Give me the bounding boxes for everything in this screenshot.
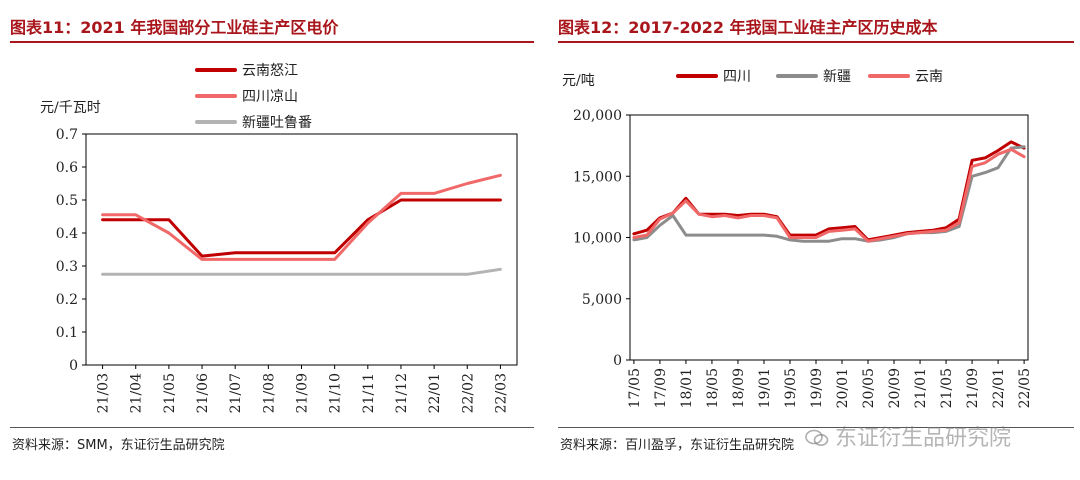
left-x-tick-label: 21/07 bbox=[228, 373, 244, 413]
right-legend-label-0: 四川 bbox=[723, 69, 751, 85]
right-x-tick-label: 18/09 bbox=[731, 368, 747, 408]
left-x-tick-label: 22/01 bbox=[427, 373, 443, 413]
right-x-tick-label: 19/01 bbox=[757, 368, 773, 408]
right-series-line-2 bbox=[632, 147, 1026, 243]
right-source-note: 资料来源：百川盈孚，东证衍生品研究院 bbox=[560, 438, 795, 453]
left-y-tick-label: 0.4 bbox=[56, 226, 78, 242]
right-x-tick-label: 20/01 bbox=[835, 368, 851, 408]
left-x-tick-label: 21/06 bbox=[195, 373, 211, 413]
right-x-tick-label: 19/09 bbox=[809, 368, 825, 408]
right-y-tick-label: 15,000 bbox=[573, 169, 622, 185]
left-legend-label-1: 四川凉山 bbox=[242, 89, 298, 105]
left-source-note: 资料来源：SMM，东证衍生品研究院 bbox=[12, 438, 225, 453]
left-y-tick-label: 0.2 bbox=[56, 292, 78, 308]
left-legend-label-2: 新疆吐鲁番 bbox=[242, 115, 312, 131]
left-y-tick-label: 0.6 bbox=[56, 160, 78, 176]
left-x-tick-label: 21/05 bbox=[162, 373, 178, 413]
left-x-tick-label: 21/09 bbox=[295, 373, 311, 413]
right-x-tick-label: 20/09 bbox=[887, 368, 903, 408]
left-y-tick-label: 0.5 bbox=[56, 193, 78, 209]
right-x-tick-label: 17/09 bbox=[653, 368, 669, 408]
right-x-tick-label: 21/05 bbox=[939, 368, 955, 408]
left-x-tick-label: 21/08 bbox=[261, 373, 277, 413]
right-plot-frame bbox=[629, 114, 1029, 361]
right-y-axis-label: 元/吨 bbox=[562, 73, 595, 89]
left-title-rule bbox=[10, 41, 534, 43]
right-x-tick-label: 18/01 bbox=[679, 368, 695, 408]
right-legend-label-2: 云南 bbox=[915, 69, 943, 85]
watermark: 东证衍生品研究院 bbox=[805, 420, 1011, 452]
left-source-rule bbox=[10, 427, 534, 428]
left-x-tick-label: 21/12 bbox=[394, 373, 410, 413]
right-figure-panel: 图表12：2017-2022 年我国工业硅主产区历史成本 0 5,000 10,00… bbox=[548, 0, 1080, 480]
left-y-tick-label: 0 bbox=[69, 358, 78, 374]
right-figure-title: 图表12：2017-2022 年我国工业硅主产区历史成本 bbox=[558, 18, 938, 37]
left-x-tick-label: 21/04 bbox=[129, 373, 145, 413]
right-series-line-1 bbox=[632, 145, 1026, 243]
right-x-tick-label: 18/05 bbox=[705, 368, 721, 408]
wechat-icon bbox=[805, 429, 829, 446]
left-figure-title: 图表11：2021 年我国部分工业硅主产区电价 bbox=[10, 18, 339, 37]
left-x-tick-label: 21/10 bbox=[328, 373, 344, 413]
left-legend-label-0: 云南怒江 bbox=[242, 63, 298, 79]
left-y-tick-label: 0.3 bbox=[56, 259, 78, 275]
left-x-tick-label: 22/03 bbox=[493, 373, 509, 413]
right-y-tick-label: 5,000 bbox=[582, 292, 622, 308]
left-y-tick-label: 0.1 bbox=[56, 325, 78, 341]
right-x-tick-label: 17/05 bbox=[627, 368, 643, 408]
left-x-tick-label: 21/03 bbox=[96, 373, 112, 413]
left-line-chart: 0 0.1 0.2 0.3 0.4 0.5 0.6 0.7 元/千瓦时 21/03 21/04 21/… bbox=[40, 63, 518, 413]
left-figure-panel: 图表11：2021 年我国部分工业硅主产区电价 0 0.1 0.2 0.3 0.4 0.5… bbox=[10, 18, 534, 453]
left-series-line-2 bbox=[101, 267, 502, 276]
right-x-tick-label: 21/09 bbox=[965, 368, 981, 408]
right-source-rule bbox=[558, 427, 1074, 428]
right-y-tick-label: 20,000 bbox=[573, 108, 622, 124]
left-y-axis-label: 元/千瓦时 bbox=[40, 100, 101, 116]
watermark-text: 东证衍生品研究院 bbox=[835, 426, 1012, 451]
right-y-tick-label: 0 bbox=[613, 353, 622, 369]
right-x-tick-label: 22/01 bbox=[991, 368, 1007, 408]
right-x-tick-label: 22/05 bbox=[1017, 368, 1033, 408]
left-plot-frame bbox=[85, 133, 518, 366]
right-x-tick-label: 20/05 bbox=[861, 368, 877, 408]
right-legend-label-1: 新疆 bbox=[823, 69, 851, 85]
left-x-tick-label: 21/11 bbox=[361, 373, 377, 413]
right-x-tick-label: 19/05 bbox=[783, 368, 799, 408]
left-x-tick-label: 22/02 bbox=[460, 373, 476, 413]
left-y-tick-label: 0.7 bbox=[56, 127, 78, 143]
right-title-rule bbox=[558, 41, 1074, 43]
left-series-line-0 bbox=[101, 198, 502, 258]
right-line-chart: 0 5,000 10,000 15,000 20,000 元/吨 17/05 17/09 18/… bbox=[562, 69, 1033, 408]
right-x-tick-label: 21/01 bbox=[913, 368, 929, 408]
right-y-tick-label: 10,000 bbox=[573, 231, 622, 247]
left-series-line-1 bbox=[101, 173, 502, 261]
